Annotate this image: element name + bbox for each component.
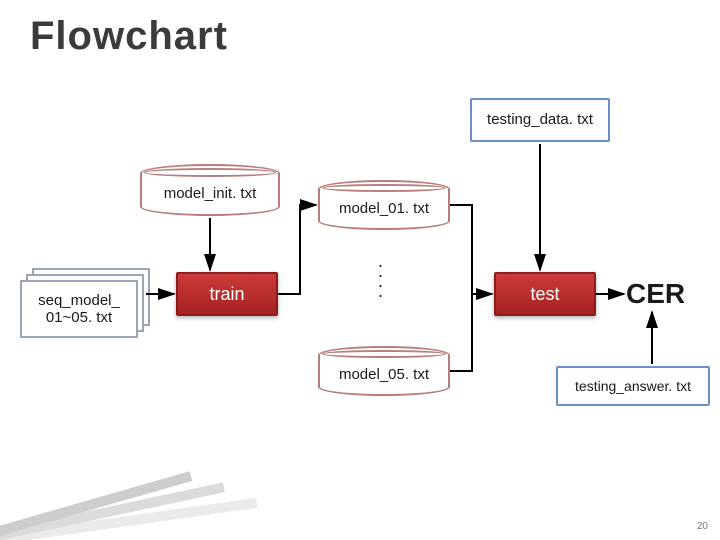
- edge: [450, 294, 472, 371]
- cyl-model-init-label: model_init. txt: [164, 185, 257, 202]
- page-title: Flowchart: [30, 14, 228, 59]
- stack-front-label: seq_model_ 01~05. txt: [20, 280, 138, 338]
- cyl-model-05: model_05. txt: [318, 346, 450, 396]
- proc-test: test: [494, 272, 596, 316]
- cyl-model-init: model_init. txt: [140, 164, 280, 216]
- cyl-model-05-label: model_05. txt: [339, 366, 429, 383]
- edge: [278, 205, 316, 294]
- doc-testing-answer-label: testing_answer. txt: [575, 378, 691, 394]
- proc-test-label: test: [530, 284, 559, 305]
- cyl-model-01-top: [322, 184, 446, 192]
- cyl-model-01-label: model_01. txt: [339, 200, 429, 217]
- cyl-model-05-top: [322, 350, 446, 358]
- stack-seq-model: seq_model_ 01~05. txt: [20, 268, 150, 338]
- proc-train-label: train: [209, 284, 244, 305]
- cer-text: CER: [626, 278, 685, 310]
- doc-testing-answer: testing_answer. txt: [556, 366, 710, 406]
- edge: [450, 205, 492, 294]
- slide-number: 20: [697, 521, 708, 532]
- cyl-model-init-top: [144, 168, 276, 177]
- corner-decoration: [0, 470, 260, 540]
- doc-testing-data: testing_data. txt: [470, 98, 610, 142]
- cyl-model-01: model_01. txt: [318, 180, 450, 230]
- doc-testing-data-label: testing_data. txt: [487, 111, 593, 128]
- ellipsis-dots: . . . .: [378, 256, 383, 296]
- proc-train: train: [176, 272, 278, 316]
